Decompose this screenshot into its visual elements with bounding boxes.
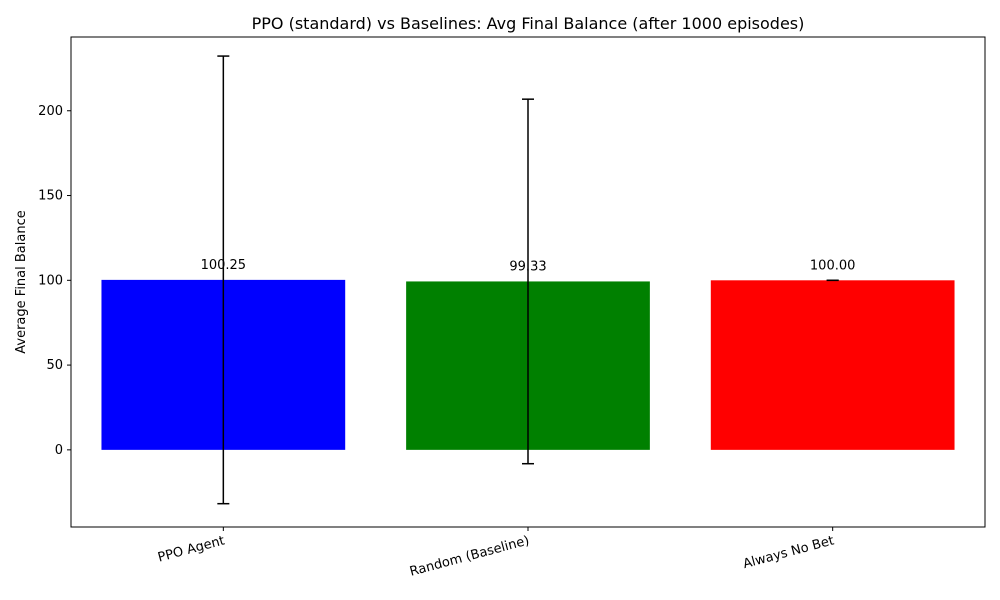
plot-frame: [70, 36, 986, 528]
y-axis-label: Average Final Balance: [14, 210, 29, 353]
data-label: 100.25: [201, 258, 247, 273]
y-tick-label: 50: [46, 358, 63, 373]
x-tick-label: Always No Bet: [741, 533, 835, 572]
y-tick-label: 200: [38, 104, 63, 119]
y-tick-label: 150: [38, 189, 63, 204]
chart-title: PPO (standard) vs Baselines: Avg Final B…: [252, 14, 805, 33]
plot-area: 0 50 100 150 200 100.25 PPO Agent 99.33 Random (…: [38, 55, 955, 580]
bar: [710, 280, 955, 450]
y-tick-label: 0: [55, 443, 63, 458]
y-tick-label: 100: [38, 273, 63, 288]
x-tick-label: Random (Baseline): [408, 533, 531, 579]
x-tick-label: PPO Agent: [156, 533, 226, 565]
data-label: 100.00: [810, 258, 856, 273]
data-label: 99.33: [509, 259, 546, 274]
